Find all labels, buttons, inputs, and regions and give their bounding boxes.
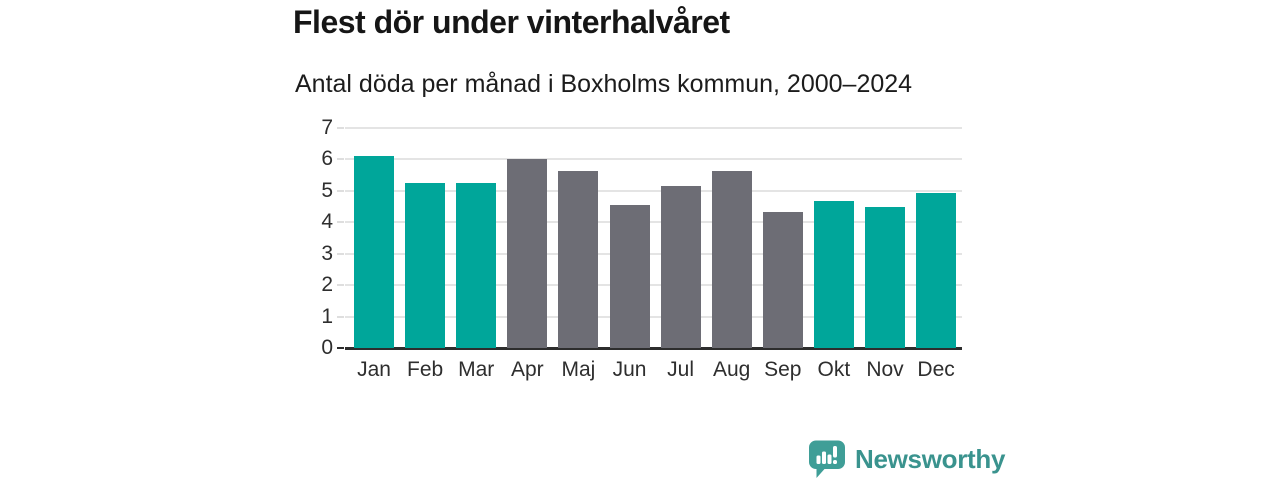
- x-axis-label-nov: Nov: [866, 358, 904, 381]
- y-axis-label-3: 3: [321, 241, 333, 265]
- x-axis-label-jun: Jun: [612, 358, 647, 381]
- bar-dec: [916, 193, 957, 348]
- bar-maj: [558, 170, 599, 348]
- y-axis-label-5: 5: [321, 178, 333, 202]
- x-axis-label-apr: Apr: [510, 358, 544, 381]
- y-tick-1: [337, 315, 344, 318]
- bar-jul: [660, 185, 701, 348]
- bar-jun: [609, 204, 650, 348]
- chart-title: Flest dör under vinterhalvåret: [293, 4, 730, 40]
- bar-feb: [405, 183, 446, 348]
- x-axis-label-jan: Jan: [357, 358, 391, 381]
- y-tick-7: [337, 127, 344, 129]
- plot-area: 0 1 2 3 4 5 6 7 Jan Feb Mar Apr Maj Jun Jul Aug Sep Okt No…: [321, 117, 962, 381]
- newsworthy-logo-text: Newsworthy: [855, 444, 1006, 474]
- bar-aug: [711, 170, 752, 348]
- gridline-y4: [345, 221, 962, 224]
- y-tick-3: [337, 252, 344, 255]
- gridline-y1: [345, 315, 962, 318]
- newsworthy-logo-icon: [809, 440, 845, 478]
- gridline-y6: [345, 158, 962, 161]
- bar-glyph-2: [822, 451, 826, 464]
- y-tick-2: [337, 284, 344, 287]
- bar-apr: [507, 159, 548, 348]
- exclamation-dot-glyph: [833, 460, 837, 464]
- y-axis-label-6: 6: [321, 147, 333, 171]
- x-axis-label-dec: Dec: [917, 358, 955, 381]
- x-axis-label-sep: Sep: [764, 358, 802, 381]
- y-axis-label-2: 2: [321, 273, 333, 297]
- gridline-y2: [345, 284, 962, 287]
- x-axis-label-aug: Aug: [713, 358, 751, 381]
- chart-subtitle: Antal döda per månad i Boxholms kommun, …: [295, 70, 913, 98]
- bar-sep: [762, 212, 803, 348]
- bar-jan: [354, 155, 394, 348]
- x-axis-baseline: [345, 347, 962, 350]
- gridline-y5: [345, 189, 962, 192]
- y-axis-label-4: 4: [321, 210, 333, 234]
- gridline-y7: [345, 127, 962, 129]
- y-tick-0: [337, 347, 344, 349]
- x-axis-label-feb: Feb: [407, 358, 444, 381]
- exclamation-bar-glyph: [833, 446, 837, 458]
- newsworthy-logo: Newsworthy: [809, 440, 1005, 479]
- y-axis-label-1: 1: [321, 304, 333, 328]
- y-tick-5: [337, 189, 344, 192]
- bar-glyph-3: [827, 454, 832, 464]
- x-axis-label-maj: Maj: [561, 358, 596, 381]
- x-axis-label-mar: Mar: [458, 358, 495, 381]
- bar-mar: [456, 183, 497, 348]
- speech-bubble-shape: [809, 440, 845, 478]
- y-tick-6: [337, 158, 344, 161]
- y-tick-4: [337, 221, 344, 224]
- y-axis-label-0: 0: [321, 336, 333, 359]
- y-axis-label-7: 7: [321, 116, 333, 139]
- bar-glyph-1: [816, 455, 821, 464]
- gridline-y3: [345, 252, 962, 255]
- x-axis-label-okt: Okt: [817, 358, 851, 381]
- bar-okt: [813, 200, 854, 348]
- x-axis-label-jul: Jul: [667, 358, 695, 381]
- bar-nov: [865, 207, 905, 348]
